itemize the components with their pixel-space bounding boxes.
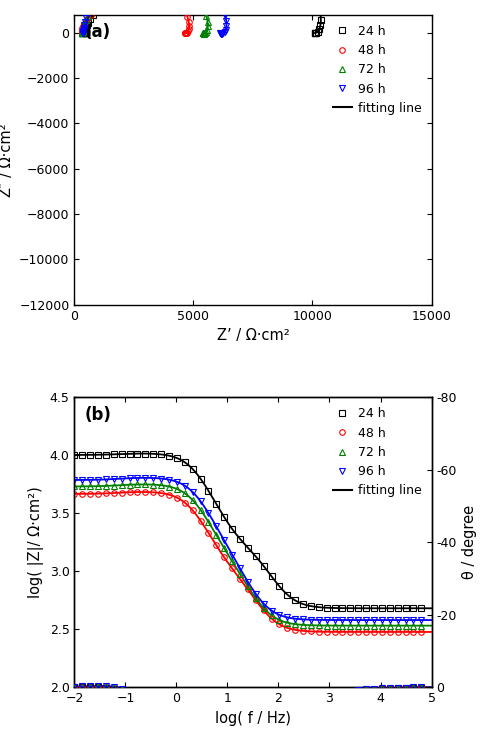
Text: (b): (b) <box>85 406 112 424</box>
X-axis label: log( f / Hz): log( f / Hz) <box>215 711 291 726</box>
Y-axis label: Z″ / Ω·cm²: Z″ / Ω·cm² <box>0 123 13 197</box>
Y-axis label: log( |Z|/ Ω·cm²): log( |Z|/ Ω·cm²) <box>28 486 44 598</box>
Text: (a): (a) <box>85 24 111 41</box>
X-axis label: Z’ / Ω·cm²: Z’ / Ω·cm² <box>217 328 289 343</box>
Legend: 24 h, 48 h, 72 h, 96 h, fitting line: 24 h, 48 h, 72 h, 96 h, fitting line <box>329 21 425 118</box>
Legend: 24 h, 48 h, 72 h, 96 h, fitting line: 24 h, 48 h, 72 h, 96 h, fitting line <box>329 403 425 501</box>
Y-axis label: θ / degree: θ / degree <box>462 505 478 579</box>
